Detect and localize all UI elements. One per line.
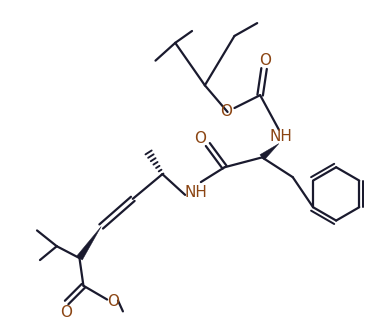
Text: NH: NH: [185, 185, 207, 200]
Text: O: O: [221, 104, 233, 120]
Text: NH: NH: [269, 129, 292, 144]
Text: O: O: [194, 131, 206, 146]
Text: O: O: [259, 53, 271, 68]
Text: O: O: [107, 294, 119, 309]
Polygon shape: [260, 143, 279, 160]
Polygon shape: [77, 226, 101, 260]
Text: O: O: [60, 305, 72, 320]
